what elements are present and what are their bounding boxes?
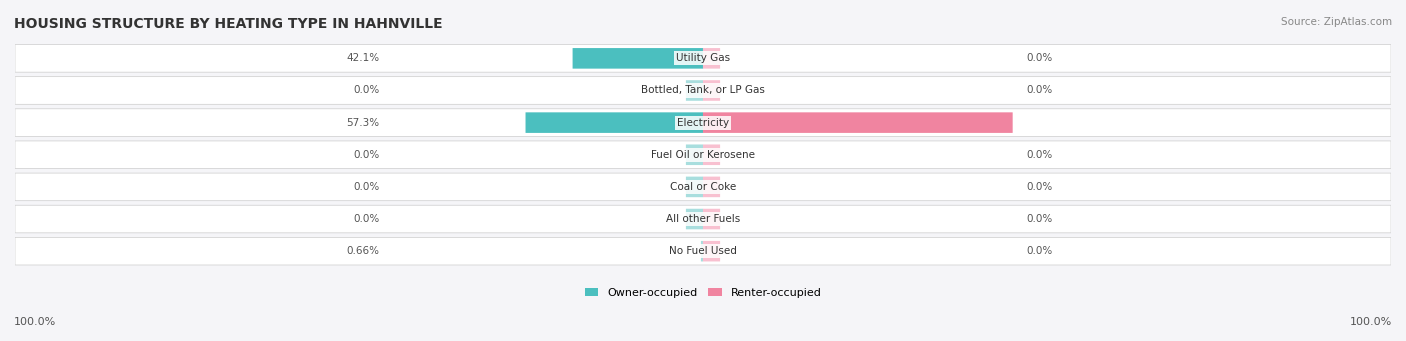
FancyBboxPatch shape xyxy=(686,80,703,101)
Text: Source: ZipAtlas.com: Source: ZipAtlas.com xyxy=(1281,17,1392,27)
Text: 0.0%: 0.0% xyxy=(1026,53,1053,63)
FancyBboxPatch shape xyxy=(526,112,703,133)
Text: 0.0%: 0.0% xyxy=(1026,214,1053,224)
Text: Bottled, Tank, or LP Gas: Bottled, Tank, or LP Gas xyxy=(641,86,765,95)
Text: Utility Gas: Utility Gas xyxy=(676,53,730,63)
Text: No Fuel Used: No Fuel Used xyxy=(669,246,737,256)
Text: 42.1%: 42.1% xyxy=(346,53,380,63)
FancyBboxPatch shape xyxy=(15,141,1391,168)
Text: HOUSING STRUCTURE BY HEATING TYPE IN HAHNVILLE: HOUSING STRUCTURE BY HEATING TYPE IN HAH… xyxy=(14,17,443,31)
Text: 0.0%: 0.0% xyxy=(353,214,380,224)
FancyBboxPatch shape xyxy=(703,177,720,197)
FancyBboxPatch shape xyxy=(686,145,703,165)
Text: 0.0%: 0.0% xyxy=(1026,86,1053,95)
Text: 100.0%: 100.0% xyxy=(1334,118,1378,128)
Text: Electricity: Electricity xyxy=(676,118,730,128)
FancyBboxPatch shape xyxy=(686,209,703,229)
FancyBboxPatch shape xyxy=(572,48,703,69)
FancyBboxPatch shape xyxy=(703,241,720,262)
FancyBboxPatch shape xyxy=(15,45,1391,72)
FancyBboxPatch shape xyxy=(700,241,703,262)
FancyBboxPatch shape xyxy=(686,177,703,197)
Text: 0.0%: 0.0% xyxy=(1026,246,1053,256)
Text: 0.0%: 0.0% xyxy=(1026,182,1053,192)
Text: Coal or Coke: Coal or Coke xyxy=(669,182,737,192)
Text: 0.0%: 0.0% xyxy=(353,86,380,95)
Legend: Owner-occupied, Renter-occupied: Owner-occupied, Renter-occupied xyxy=(581,283,825,302)
FancyBboxPatch shape xyxy=(703,80,720,101)
Text: 0.0%: 0.0% xyxy=(353,182,380,192)
Text: All other Fuels: All other Fuels xyxy=(666,214,740,224)
Text: 0.66%: 0.66% xyxy=(347,246,380,256)
FancyBboxPatch shape xyxy=(15,77,1391,104)
FancyBboxPatch shape xyxy=(703,145,720,165)
Text: 100.0%: 100.0% xyxy=(1350,317,1392,327)
Text: 0.0%: 0.0% xyxy=(1026,150,1053,160)
FancyBboxPatch shape xyxy=(703,209,720,229)
FancyBboxPatch shape xyxy=(15,237,1391,265)
Text: 57.3%: 57.3% xyxy=(346,118,380,128)
Text: 0.0%: 0.0% xyxy=(353,150,380,160)
FancyBboxPatch shape xyxy=(15,173,1391,201)
Text: 100.0%: 100.0% xyxy=(14,317,56,327)
FancyBboxPatch shape xyxy=(703,48,720,69)
FancyBboxPatch shape xyxy=(15,205,1391,233)
FancyBboxPatch shape xyxy=(15,109,1391,136)
FancyBboxPatch shape xyxy=(703,112,1012,133)
Text: Fuel Oil or Kerosene: Fuel Oil or Kerosene xyxy=(651,150,755,160)
